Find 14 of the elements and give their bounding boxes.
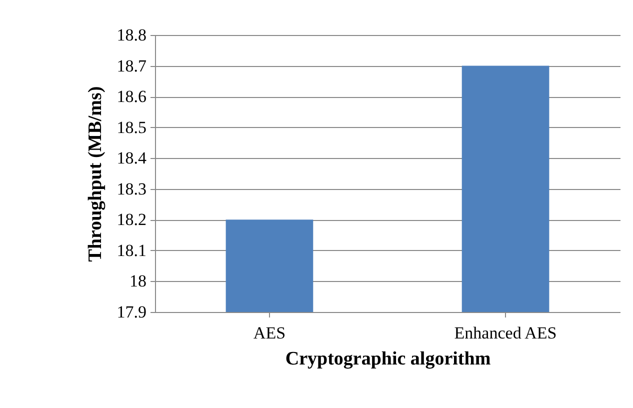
- y-axis-title: Throughput (MB/ms): [84, 86, 106, 262]
- x-tick-label: AES: [253, 324, 286, 342]
- y-tick-label: 18.1: [116, 240, 146, 260]
- y-tick-label: 18.6: [116, 87, 146, 106]
- y-tick-label: 18: [130, 272, 146, 291]
- x-tick-label: Enhanced AES: [454, 324, 557, 342]
- y-tick-label: 18.4: [116, 148, 147, 168]
- y-tick-label: 18.7: [116, 56, 147, 76]
- y-tick-label: 18.2: [116, 210, 146, 230]
- y-tick-label: 18.5: [116, 118, 146, 137]
- y-tick-label: 18.8: [116, 26, 146, 44]
- y-tick-label: 17.9: [116, 302, 146, 322]
- x-axis-title: Cryptographic algorithm: [285, 348, 491, 370]
- y-tick-label: 18.3: [116, 179, 146, 198]
